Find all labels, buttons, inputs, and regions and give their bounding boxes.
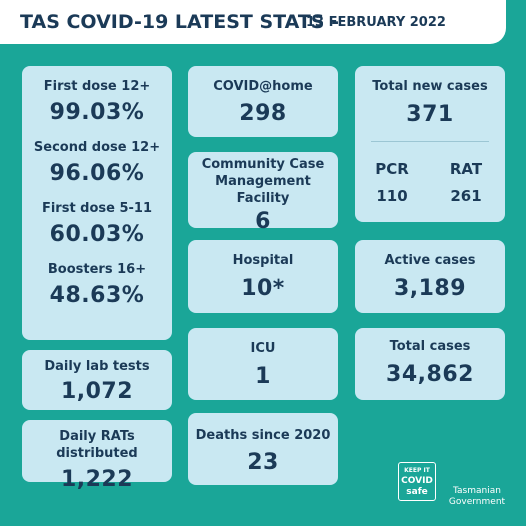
value: 6 [255, 209, 271, 234]
label: Active cases [384, 253, 476, 268]
breakdown: PCR 110 [367, 161, 417, 205]
stat-card: COVID@home 298 [188, 66, 338, 137]
government-logo: Tasmanian Government [448, 486, 506, 507]
value: 96.06% [49, 161, 145, 186]
logo-text: KEEP IT [404, 467, 430, 474]
label: Daily RATs distributed [56, 429, 138, 461]
covid-safe-logo: KEEP IT COVID safe [398, 462, 436, 501]
stat-card: Community Case Management Facility 6 [188, 152, 338, 234]
stat-card: ICU 1 [188, 328, 338, 400]
label: Total new cases [372, 79, 488, 94]
value: 23 [247, 450, 279, 475]
value: 34,862 [386, 362, 474, 387]
value: 99.03% [49, 100, 145, 125]
label: First dose 5-11 [41, 201, 153, 216]
value: 371 [406, 102, 454, 127]
value: 48.63% [49, 283, 145, 308]
label: RAT [449, 160, 483, 178]
stat-card: Daily RATs distributed 1,222 [22, 420, 172, 492]
label: Community Case Management Facility [201, 157, 325, 206]
stat-card: Daily lab tests 1,072 [22, 350, 172, 410]
value: 60.03% [49, 222, 145, 247]
value: 298 [239, 101, 287, 126]
value: 1,222 [60, 467, 134, 492]
breakdown: RAT 261 [441, 161, 491, 205]
logo-text: COVID [401, 476, 433, 486]
divider [371, 141, 489, 142]
vaccination-card: First dose 12+ 99.03% Second dose 12+ 96… [22, 66, 172, 340]
label: COVID@home [213, 79, 313, 94]
label: Second dose 12+ [33, 140, 161, 155]
stat-card: Total cases 34,862 [355, 328, 505, 400]
value: 1 [255, 364, 271, 389]
label: ICU [250, 341, 276, 356]
new-cases-card: Total new cases 371 PCR 110 RAT 261 [355, 66, 505, 222]
title: TAS COVID-19 LATEST STATS - [20, 11, 339, 33]
label: Total cases [389, 339, 471, 354]
label: First dose 12+ [43, 79, 151, 94]
label: Boosters 16+ [47, 262, 147, 277]
label: Daily lab tests [44, 359, 150, 374]
value: 3,189 [393, 276, 467, 301]
value: 1,072 [60, 379, 134, 404]
header: TAS COVID-19 LATEST STATS - 13 FEBRUARY … [0, 0, 506, 44]
logo-text: safe [406, 487, 428, 497]
stat-card: Hospital 10* [188, 240, 338, 313]
label: Deaths since 2020 [195, 428, 331, 443]
label: PCR [375, 160, 409, 178]
stat-card: Active cases 3,189 [355, 240, 505, 313]
label: Hospital [232, 253, 294, 268]
stat-card: Deaths since 2020 23 [188, 413, 338, 485]
value: 10* [241, 276, 285, 301]
value: 261 [450, 187, 482, 205]
value: 110 [376, 187, 408, 205]
date: 13 FEBRUARY 2022 [306, 15, 446, 30]
